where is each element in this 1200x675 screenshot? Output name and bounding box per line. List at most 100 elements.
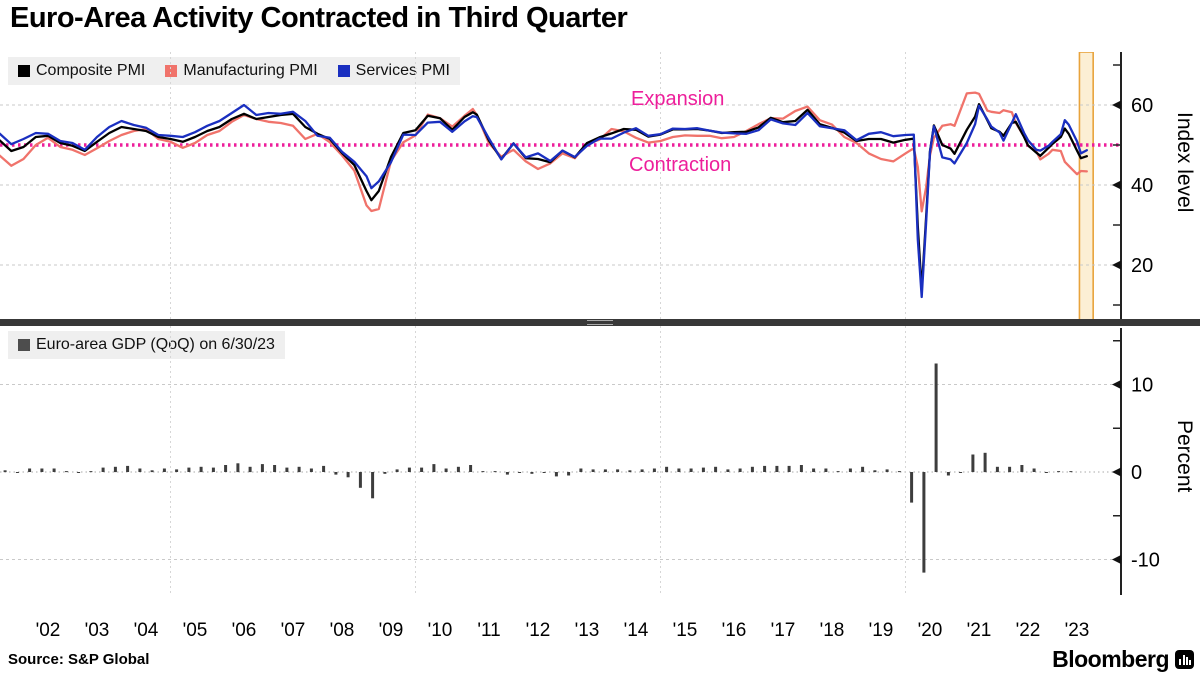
x-tick-label: '11	[467, 620, 511, 642]
gdp-bar	[775, 466, 778, 472]
gdp-bar	[824, 469, 827, 473]
bloomberg-logo: Bloomberg	[1052, 646, 1194, 673]
gdp-bar	[714, 467, 717, 472]
x-tick-label: '23	[1055, 620, 1099, 642]
gdp-bar	[751, 467, 754, 472]
gdp-bar	[200, 467, 203, 472]
gdp-bar	[849, 469, 852, 473]
gdp-bar	[261, 464, 264, 472]
gdp-bar	[726, 469, 729, 472]
gdp-bar	[445, 469, 448, 473]
x-tick-label: '13	[565, 620, 609, 642]
gdp-bar	[910, 472, 913, 503]
major-tick-arrow	[1112, 181, 1121, 190]
gdp-bar	[4, 470, 7, 472]
x-tick-label: '14	[614, 620, 658, 642]
gdp-bar	[322, 466, 325, 472]
x-tick-label: '08	[320, 620, 364, 642]
gdp-bar	[555, 472, 558, 476]
gdp-bar	[383, 472, 386, 474]
gdp-bar	[971, 455, 974, 473]
x-tick-label: '10	[418, 620, 462, 642]
gdp-bar	[616, 469, 619, 472]
panel-separator	[0, 319, 1200, 326]
gdp-bar	[371, 472, 374, 498]
x-tick-label: '16	[712, 620, 756, 642]
gdp-bar	[837, 471, 840, 472]
gdp-bar	[359, 472, 362, 488]
gdp-bar	[273, 465, 276, 472]
gdp-bar	[947, 472, 950, 476]
gdp-bar	[922, 472, 925, 573]
major-tick-arrow	[1112, 468, 1121, 477]
gdp-bar	[665, 467, 668, 472]
gdp-bar	[690, 469, 693, 473]
gdp-bar	[861, 467, 864, 472]
x-axis-labels: '02'03'04'05'06'07'08'09'10'11'12'13'14'…	[0, 620, 1200, 646]
gdp-bar	[628, 470, 631, 472]
gdp-bar	[1057, 471, 1060, 472]
gdp-bar	[677, 469, 680, 473]
x-tick-label: '05	[173, 620, 217, 642]
y-tick-label: 0	[1131, 462, 1142, 484]
gdp-bar	[604, 469, 607, 472]
major-tick-arrow	[1112, 555, 1121, 564]
pmi-chart: 204060	[0, 52, 1200, 322]
x-tick-label: '22	[1006, 620, 1050, 642]
x-tick-label: '20	[908, 620, 952, 642]
x-tick-label: '15	[663, 620, 707, 642]
gdp-bar	[739, 469, 742, 473]
gdp-bar	[77, 472, 80, 473]
gdp-bar	[347, 472, 350, 477]
gdp-bar	[959, 472, 962, 473]
gdp-bar	[469, 465, 472, 472]
y-tick-label: 60	[1131, 95, 1153, 117]
gdp-bar	[249, 467, 252, 472]
x-tick-label: '12	[516, 620, 560, 642]
gdp-bar	[506, 472, 509, 475]
gdp-bar	[812, 469, 815, 473]
gdp-bar	[28, 469, 31, 473]
gdp-bar	[151, 470, 154, 472]
gdp-bar	[873, 470, 876, 472]
gdp-bar	[89, 471, 92, 472]
gdp-bar	[518, 472, 521, 473]
gdp-bar	[432, 464, 435, 472]
gdp-bar	[984, 453, 987, 472]
major-tick-arrow	[1112, 261, 1121, 270]
gdp-bar	[800, 465, 803, 472]
gdp-bar	[481, 471, 484, 472]
gdp-bar	[236, 463, 239, 472]
bloomberg-chart-page: Euro-Area Activity Contracted in Third Q…	[0, 0, 1200, 675]
gdp-bar	[494, 471, 497, 472]
x-tick-label: '06	[222, 620, 266, 642]
gdp-bar	[224, 465, 227, 472]
gdp-chart: -10010	[0, 326, 1200, 596]
panel-drag-handle[interactable]	[587, 320, 613, 325]
gdp-bar	[530, 472, 533, 474]
gdp-bar	[702, 468, 705, 472]
gdp-bar	[886, 469, 889, 472]
gdp-bar	[53, 469, 56, 473]
gdp-bar	[641, 469, 644, 472]
gdp-bar	[187, 468, 190, 472]
gdp-bar	[1069, 471, 1072, 472]
contraction-annotation: Contraction	[629, 154, 731, 177]
gdp-bar	[592, 469, 595, 472]
x-tick-label: '17	[761, 620, 805, 642]
x-tick-label: '18	[810, 620, 854, 642]
gdp-bar	[653, 469, 656, 473]
gdp-bar	[163, 469, 166, 473]
gdp-bar	[175, 469, 178, 472]
top-y-axis-title: Index level	[1172, 112, 1196, 212]
manufacturing-pmi-line	[0, 93, 1087, 212]
q3-highlight-band	[1079, 52, 1093, 322]
gdp-bar	[996, 467, 999, 472]
x-tick-label: '02	[26, 620, 70, 642]
gdp-bar	[65, 471, 68, 472]
expansion-annotation: Expansion	[631, 88, 724, 111]
gdp-bar	[788, 466, 791, 472]
y-tick-label: 40	[1131, 175, 1153, 197]
gdp-bar	[310, 469, 313, 473]
gdp-bar	[114, 467, 117, 472]
